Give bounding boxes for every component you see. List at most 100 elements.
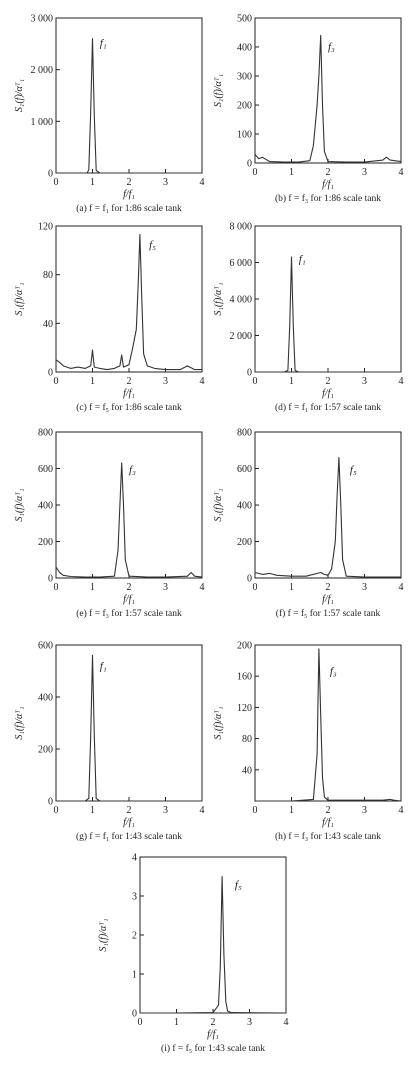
x-tick-label: 2: [211, 1017, 216, 1028]
chart-panel-f: 0 1 2 3 4 0 200 400 600 800 f/f₁ S₁(f)/αᵀ₁ f₅ (f) f =…: [213, 428, 404, 620]
x-tick-label: 0: [253, 376, 258, 387]
panel-caption: (d) f = f₁ for 1:57 scale tank: [275, 402, 381, 413]
x-tick-label: 0: [54, 805, 59, 816]
y-tick-label: 200: [237, 641, 252, 652]
x-tick-label: 4: [399, 582, 404, 593]
y-tick-label: 800: [38, 428, 53, 439]
y-tick-label: 600: [38, 641, 53, 652]
plot-frame: [55, 431, 203, 579]
x-tick-label: 0: [54, 376, 59, 387]
y-tick-label: 40: [242, 765, 252, 776]
y-axis-label: S₁(f)/αᵀ₁: [14, 488, 25, 521]
spectrum-line: [56, 654, 202, 802]
y-tick-label: 3: [132, 892, 137, 903]
y-tick-label: 2 000: [31, 65, 54, 76]
y-tick-label: 1 000: [31, 117, 54, 128]
x-tick-label: 4: [399, 376, 404, 387]
x-axis-label: f/f₁: [123, 189, 135, 200]
plot-frame: [55, 644, 203, 802]
peak-annotation: f₅: [350, 464, 357, 476]
panel-caption: (b) f = f₃ for 1:86 scale tank: [275, 193, 381, 204]
y-tick-label: 200: [237, 101, 252, 112]
plot-frame: [254, 225, 402, 373]
y-tick-label: 200: [38, 745, 53, 756]
x-axis-label: f/f₁: [322, 179, 334, 190]
y-tick-label: 2: [132, 931, 137, 942]
peak-annotation: f₁: [100, 661, 107, 673]
y-tick-label: 1: [132, 970, 137, 981]
x-tick-label: 3: [362, 805, 367, 816]
x-tick-label: 1: [90, 805, 95, 816]
x-axis-label: f/f₁: [322, 594, 334, 605]
y-tick-label: 0: [132, 1009, 137, 1020]
x-tick-label: 4: [200, 177, 205, 188]
chart-panel-g: 0 1 2 3 4 0 200 400 600 f/f₁ S₁(f)/αᵀ₁ f₁ (g) f = f₁…: [14, 641, 205, 843]
spectrum-line: [255, 256, 401, 373]
plot-frame: [139, 856, 287, 1014]
x-tick-label: 3: [362, 376, 367, 387]
y-axis-label: S₁(f)/αᵀ₁: [213, 282, 224, 315]
y-tick-label: 600: [38, 464, 53, 475]
peak-annotation: f₃: [129, 464, 136, 476]
y-tick-label: 400: [237, 43, 252, 54]
x-tick-label: 2: [326, 167, 331, 178]
y-tick-label: 200: [38, 537, 53, 548]
y-tick-label: 0: [48, 169, 53, 180]
y-tick-label: 160: [237, 672, 252, 683]
y-tick-label: 8 000: [230, 222, 253, 233]
chart-panel-e: 0 1 2 3 4 0 200 400 600 800 f/f₁ S₁(f)/αᵀ₁ f₃ (e) f =…: [14, 428, 205, 620]
x-axis-label: f/f₁: [123, 817, 135, 828]
spectrum-line: [254, 457, 401, 578]
y-tick-label: 80: [242, 734, 252, 745]
y-tick-label: 4: [132, 853, 137, 864]
x-tick-label: 1: [90, 582, 95, 593]
x-tick-label: 0: [253, 167, 258, 178]
y-axis-label: S₁(f)/αᵀ₁: [213, 488, 224, 521]
x-tick-label: 3: [163, 177, 168, 188]
x-tick-label: 0: [54, 582, 59, 593]
y-tick-label: 100: [237, 130, 252, 141]
x-tick-label: 1: [289, 805, 294, 816]
y-tick-label: 200: [237, 537, 252, 548]
spectrum-line: [55, 233, 202, 371]
panel-caption: (i) f = f₅ for 1:43 scale tank: [161, 1043, 265, 1054]
x-tick-label: 2: [326, 376, 331, 387]
peak-annotation: f₅: [235, 879, 242, 891]
x-tick-label: 1: [289, 582, 294, 593]
x-tick-label: 2: [127, 376, 132, 387]
x-tick-label: 3: [247, 1017, 252, 1028]
spectrum-line: [254, 34, 402, 163]
plot-frame: [254, 644, 402, 802]
x-tick-label: 2: [127, 805, 132, 816]
y-axis-label: S₁(f)/αᵀ₁: [14, 282, 25, 315]
y-tick-label: 500: [237, 14, 252, 25]
peak-annotation: f₁: [299, 254, 306, 266]
y-tick-label: 600: [237, 464, 252, 475]
peak-annotation: f₁: [100, 37, 107, 49]
panel-caption: (h) f = f₃ for 1:43 scale tank: [275, 831, 381, 842]
x-tick-label: 2: [326, 805, 331, 816]
x-tick-label: 4: [399, 167, 404, 178]
y-axis-label: S₁(f)/αᵀ₁: [213, 74, 224, 107]
x-tick-label: 1: [289, 167, 294, 178]
x-tick-label: 2: [127, 582, 132, 593]
y-tick-label: 120: [38, 222, 53, 233]
spectrum-line: [255, 648, 402, 802]
peak-annotation: f₅: [149, 239, 156, 251]
chart-panel-d: 0 1 2 3 4 0 2 000 4 000 6 000 8 000 f/f₁ S₁(f)/αᵀ₁ f…: [213, 222, 404, 414]
x-tick-label: 2: [326, 582, 331, 593]
x-tick-label: 4: [200, 805, 205, 816]
y-tick-label: 3 000: [31, 14, 54, 25]
x-tick-label: 0: [54, 177, 59, 188]
y-tick-label: 80: [43, 270, 53, 281]
x-tick-label: 1: [289, 376, 294, 387]
y-tick-label: 400: [38, 693, 53, 704]
x-tick-label: 4: [284, 1017, 289, 1028]
x-tick-label: 3: [163, 805, 168, 816]
chart-panel-a: 0 1 2 3 4 0 1 000 2 000 3 000 f/f₁ S₁(f)/αᵀ₁ f₁ (a) …: [14, 14, 205, 215]
y-tick-label: 0: [48, 797, 53, 808]
y-tick-label: 40: [43, 319, 53, 330]
plot-frame: [254, 17, 402, 164]
